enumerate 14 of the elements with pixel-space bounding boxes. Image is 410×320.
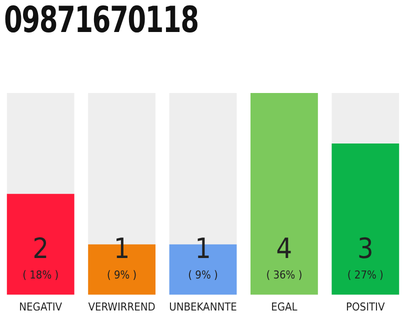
annotation: ( 9% ) [106, 268, 137, 282]
data-label: 3 [357, 232, 374, 266]
annotation: ( 9% ) [188, 268, 218, 282]
data-label: 4 [276, 232, 292, 266]
chart-title: 09871670118 [4, 0, 198, 41]
annotation: ( 36% ) [266, 268, 302, 282]
x-tick-label: EGAL [271, 300, 298, 314]
x-tick-label: POSITIV [346, 300, 385, 314]
x-tick-label: VERWIRREND [88, 300, 156, 314]
annotation: ( 18% ) [22, 268, 59, 282]
x-tick-label: UNBEKANNTE [169, 300, 237, 314]
x-tick-label: NEGATIV [19, 300, 62, 314]
data-label: 2 [32, 232, 49, 266]
annotation: ( 27% ) [347, 268, 384, 282]
